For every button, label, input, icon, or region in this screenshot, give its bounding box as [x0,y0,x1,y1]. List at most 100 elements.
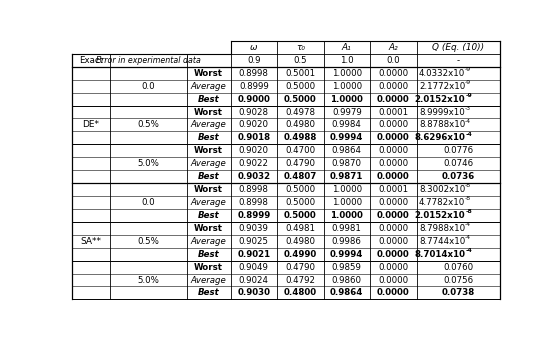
Text: 8.3002x10: 8.3002x10 [419,185,465,194]
Text: -: - [457,56,460,65]
Text: 0.5%: 0.5% [138,120,159,129]
Text: 0.9000: 0.9000 [237,95,270,103]
Text: Worst: Worst [194,69,223,78]
Text: 4.7782x10: 4.7782x10 [419,198,465,207]
Text: 1.0000: 1.0000 [330,95,363,103]
Text: 0.5000: 0.5000 [285,185,315,194]
Text: 0.9870: 0.9870 [332,159,362,168]
Text: 1.0000: 1.0000 [332,185,362,194]
Text: Q (Eq. (10)): Q (Eq. (10)) [432,43,485,52]
Text: -9: -9 [465,80,471,85]
Text: 0.5%: 0.5% [138,237,159,246]
Text: 0.4980: 0.4980 [285,237,315,246]
Text: 0.4990: 0.4990 [284,250,317,259]
Text: 0.0000: 0.0000 [378,69,408,78]
Text: -8: -8 [465,209,472,214]
Text: 0.9032: 0.9032 [237,172,270,181]
Text: SA**: SA** [81,237,101,246]
Text: 0.0: 0.0 [387,56,400,65]
Text: 0.0000: 0.0000 [378,198,408,207]
Text: 8.7988x10: 8.7988x10 [419,224,465,233]
Text: Worst: Worst [194,224,223,233]
Text: 0.0001: 0.0001 [378,108,408,117]
Text: 0.4790: 0.4790 [285,159,315,168]
Text: 0.8998: 0.8998 [239,198,268,207]
Text: 2.1772x10: 2.1772x10 [419,82,465,91]
Text: 5.0%: 5.0% [138,276,159,284]
Text: 0.4700: 0.4700 [285,146,315,155]
Text: 8.7014x10: 8.7014x10 [414,250,465,259]
Text: 0.5000: 0.5000 [285,82,315,91]
Text: DE*: DE* [82,120,100,129]
Text: 0.0000: 0.0000 [377,172,409,181]
Text: 1.0000: 1.0000 [332,82,362,91]
Text: 0.9025: 0.9025 [239,237,269,246]
Text: 8.9999x10: 8.9999x10 [419,108,465,117]
Text: 0.5: 0.5 [294,56,307,65]
Text: 0.4980: 0.4980 [285,120,315,129]
Text: 0.0738: 0.0738 [442,288,475,298]
Text: Worst: Worst [194,263,223,272]
Text: 0.0000: 0.0000 [378,146,408,155]
Text: Error in experimental data: Error in experimental data [96,56,201,65]
Text: 0.4807: 0.4807 [284,172,317,181]
Text: -8: -8 [465,196,471,202]
Text: 0.9984: 0.9984 [332,120,361,129]
Text: Average: Average [191,198,227,207]
Text: 0.0: 0.0 [142,82,155,91]
Text: 4.0332x10: 4.0332x10 [419,69,465,78]
Text: 0.9994: 0.9994 [330,250,364,259]
Text: 0.9028: 0.9028 [239,108,269,117]
Text: Best: Best [198,133,219,142]
Text: 0.9: 0.9 [247,56,261,65]
Text: 2.0152x10: 2.0152x10 [414,211,465,220]
Text: -4: -4 [465,119,471,124]
Text: 0.9994: 0.9994 [330,133,364,142]
Text: Average: Average [191,276,227,284]
Text: Best: Best [198,172,219,181]
Text: Worst: Worst [194,185,223,194]
Text: 0.9049: 0.9049 [239,263,268,272]
Text: 0.0000: 0.0000 [377,95,409,103]
Text: 0.0000: 0.0000 [378,120,408,129]
Text: τ₀: τ₀ [296,43,305,52]
Text: 0.5000: 0.5000 [284,95,317,103]
Text: -9: -9 [465,67,471,72]
Text: 0.0000: 0.0000 [377,211,409,220]
Text: Worst: Worst [194,108,223,117]
Text: ω: ω [250,43,257,52]
Text: -3: -3 [465,106,471,111]
Text: 0.4978: 0.4978 [285,108,315,117]
Text: 0.0001: 0.0001 [378,185,408,194]
Text: 0.9022: 0.9022 [239,159,269,168]
Text: 8.8788x10: 8.8788x10 [419,120,465,129]
Text: Best: Best [198,211,219,220]
Text: Average: Average [191,159,227,168]
Text: 1.0000: 1.0000 [330,211,363,220]
Text: 1.0000: 1.0000 [332,198,362,207]
Text: 8.7744x10: 8.7744x10 [419,237,465,246]
Text: 2.0152x10: 2.0152x10 [414,95,465,103]
Text: A₁: A₁ [342,43,351,52]
Text: 0.0756: 0.0756 [443,276,473,284]
Text: 0.5000: 0.5000 [284,211,317,220]
Text: 0.8998: 0.8998 [239,69,268,78]
Text: 0.9986: 0.9986 [332,237,361,246]
Text: 0.9860: 0.9860 [332,276,362,284]
Text: 0.4790: 0.4790 [285,263,315,272]
Text: 8.6296x10: 8.6296x10 [414,133,465,142]
Text: 0.9864: 0.9864 [330,288,364,298]
Text: 0.0000: 0.0000 [378,82,408,91]
Text: 0.4988: 0.4988 [284,133,317,142]
Text: -9: -9 [465,93,472,98]
Text: 0.0000: 0.0000 [377,133,409,142]
Text: 1.0000: 1.0000 [332,69,362,78]
Text: 0.9979: 0.9979 [332,108,361,117]
Text: 0.0000: 0.0000 [378,224,408,233]
Text: 0.0000: 0.0000 [378,263,408,272]
Text: 0.9039: 0.9039 [239,224,268,233]
Text: 0.9871: 0.9871 [330,172,364,181]
Text: 0.0000: 0.0000 [378,237,408,246]
Text: 0.9859: 0.9859 [332,263,361,272]
Text: 0.0736: 0.0736 [442,172,475,181]
